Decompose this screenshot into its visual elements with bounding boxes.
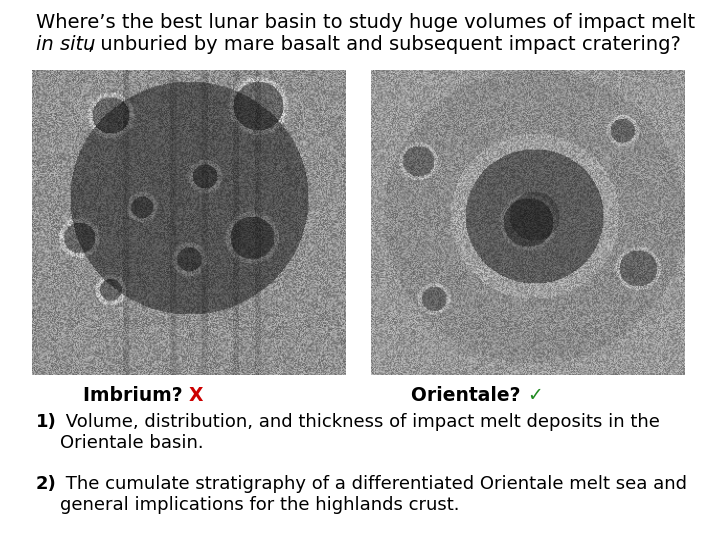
Text: 2): 2): [36, 475, 57, 493]
Text: Orientale?: Orientale?: [411, 386, 527, 405]
Text: The cumulate stratigraphy of a differentiated Orientale melt sea and
general imp: The cumulate stratigraphy of a different…: [60, 475, 687, 514]
Text: ✓: ✓: [527, 386, 543, 405]
Text: Volume, distribution, and thickness of impact melt deposits in the
Orientale bas: Volume, distribution, and thickness of i…: [60, 413, 660, 452]
Text: Imbrium?: Imbrium?: [83, 386, 189, 405]
Text: Where’s the best lunar basin to study huge volumes of impact melt: Where’s the best lunar basin to study hu…: [36, 14, 695, 32]
Text: 1): 1): [36, 413, 57, 431]
Text: in situ: in situ: [36, 35, 96, 54]
Text: X: X: [189, 386, 204, 405]
Text: , unburied by mare basalt and subsequent impact cratering?: , unburied by mare basalt and subsequent…: [88, 35, 680, 54]
